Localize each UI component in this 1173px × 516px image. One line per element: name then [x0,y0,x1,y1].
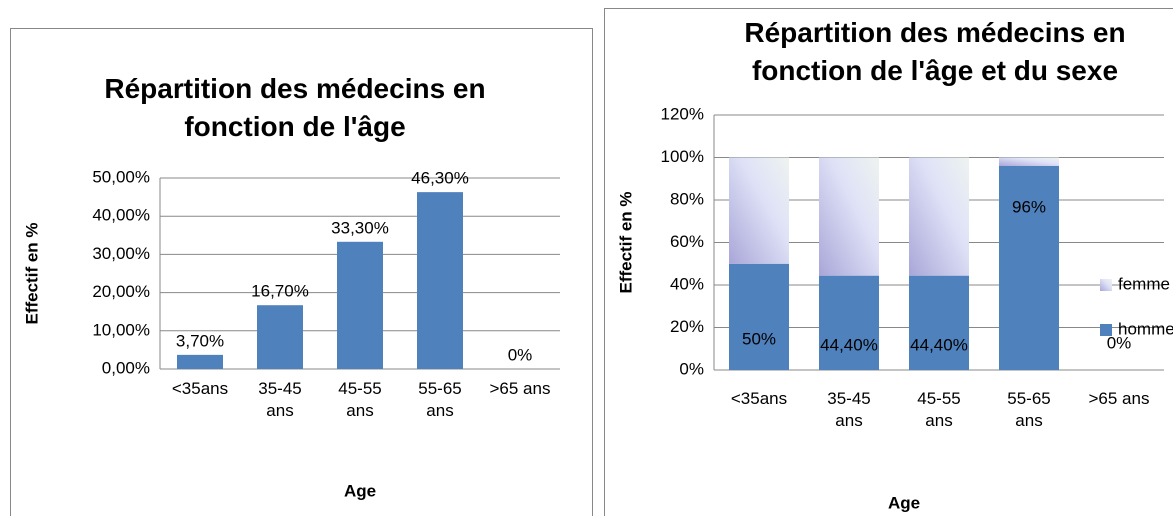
chart-frame [604,8,1173,516]
y-tick-label: 100% [661,147,704,166]
x-tick-label-box: 45-55 ans [917,389,961,430]
x-tick-label: >65 ans [1088,389,1150,408]
legend-label: femme [1118,274,1170,293]
bar-segment [819,275,879,370]
x-tick-label-box: 55-65 ans [418,379,462,420]
chart-title: Répartition des médecins en fonction de … [104,73,486,142]
x-axis-title: Age [888,493,920,512]
y-tick-label: 0,00% [102,358,150,377]
bar [257,305,303,369]
data-label: 0% [1107,333,1132,352]
y-axis-title: Effectif en % [22,222,41,324]
data-label: 46,30% [411,169,469,188]
bar-segment [999,157,1059,166]
x-tick-label: <35ans [171,379,229,398]
x-tick-label: 45-55 ans [917,389,961,430]
x-tick-label-box: >65 ans [1088,389,1150,408]
data-label: 50% [742,329,776,348]
x-tick-label: >65 ans [489,379,551,398]
bar-segment [999,166,1059,370]
y-axis-title: Effectif en % [616,191,635,293]
x-axis-title: Age [344,481,376,500]
x-tick-label-box: <35ans [171,379,229,398]
x-tick-label-box: 55-65 ans [1007,389,1051,430]
x-tick-label-box: <35ans [730,389,788,408]
y-tick-label: 20% [670,317,704,336]
y-tick-label: 80% [670,189,704,208]
data-label: 44,40% [820,335,878,354]
data-label: 16,70% [251,282,309,301]
y-tick-label: 20,00% [92,282,150,301]
bar [177,354,223,369]
x-tick-label: 45-55 ans [338,379,382,420]
x-tick-label: 35-45 ans [258,379,302,420]
legend-swatch [1100,324,1112,336]
y-tick-label: 30,00% [92,244,150,263]
bar [337,241,383,369]
y-tick-label: 40% [670,274,704,293]
chart-title: Répartition des médecins en fonction de … [744,17,1126,86]
x-tick-label: 35-45 ans [827,389,871,430]
x-tick-label-box: 35-45 ans [258,379,302,420]
chart-title-box: Répartition des médecins en fonction de … [744,17,1126,86]
x-tick-label: <35ans [730,389,788,408]
data-label: 44,40% [910,335,968,354]
bar [417,192,463,369]
x-tick-label: 55-65 ans [1007,389,1051,430]
bar-segment [909,157,969,276]
y-tick-label: 0% [679,359,704,378]
y-tick-label: 10,00% [92,320,150,339]
y-tick-label: 60% [670,232,704,251]
y-tick-label: 40,00% [92,206,150,225]
data-label: 96% [1012,197,1046,216]
data-label: 33,30% [331,218,389,237]
x-tick-label-box: 35-45 ans [827,389,871,430]
chart-title-box: Répartition des médecins en fonction de … [104,73,486,142]
x-tick-label-box: >65 ans [489,379,551,398]
bar-segment [909,275,969,370]
bar-segment [819,157,879,276]
y-tick-label: 120% [661,104,704,123]
legend-swatch [1100,279,1112,291]
data-label: 3,70% [176,331,224,350]
bar-segment [729,157,789,264]
x-tick-label-box: 45-55 ans [338,379,382,420]
x-tick-label: 55-65 ans [418,379,462,420]
bar-segment [729,263,789,370]
legend-label: homme [1118,319,1173,338]
chart-frame [10,28,593,516]
data-label: 0% [508,345,533,364]
y-tick-label: 50,00% [92,167,150,186]
